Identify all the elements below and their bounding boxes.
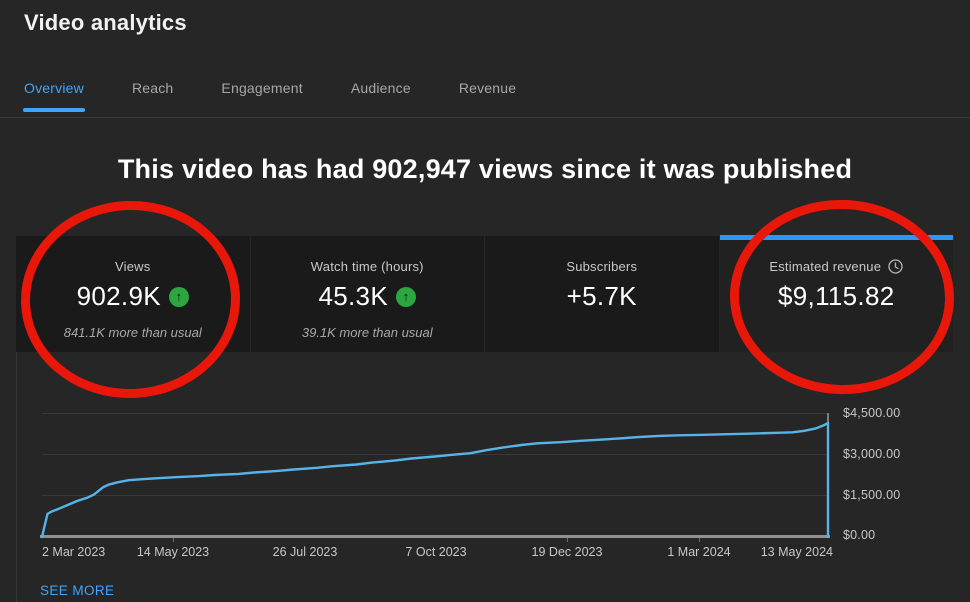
chart-end-cursor-line [827,413,829,537]
x-axis-tick [699,538,700,542]
y-axis-label: $0.00 [843,528,876,542]
x-axis-label: 7 Oct 2023 [405,545,467,559]
metric-value: +5.7K [566,281,637,311]
tabbar-divider [0,117,970,118]
metric-label: Views [115,259,151,274]
trend-up-icon: ↑ [395,286,416,307]
analytics-tabbar: Overview Reach Engagement Audience Reven… [23,80,517,117]
tab-audience[interactable]: Audience [350,80,411,96]
metric-label: Subscribers [566,259,638,274]
selected-card-indicator [719,235,953,240]
see-more-link[interactable]: SEE MORE [40,583,115,598]
panel-left-border [16,236,17,602]
tab-overview[interactable]: Overview [23,80,85,112]
metric-card-watch-time[interactable]: Watch time (hours) 45.3K ↑ 39.1K more th… [250,236,484,352]
tab-reach[interactable]: Reach [131,80,174,96]
metric-label: Watch time (hours) [310,259,424,274]
tab-engagement[interactable]: Engagement [221,80,303,96]
metric-card-subscribers[interactable]: Subscribers +5.7K [485,236,719,352]
metric-value: $9,115.82 [778,281,895,311]
metric-cards-row: Views 902.9K ↑ 841.1K more than usual Wa… [16,235,953,352]
x-axis-label: 2 Mar 2023 [42,545,106,559]
gridline-3000 [42,454,828,455]
x-axis-label: 19 Dec 2023 [531,545,603,559]
gridline-4500 [42,413,828,414]
metric-subtitle: 39.1K more than usual [301,325,433,340]
clock-icon [888,259,903,274]
x-axis-label: 14 May 2023 [136,545,210,559]
metric-subtitle: 841.1K more than usual [63,325,202,340]
metric-card-estimated-revenue[interactable]: Estimated revenue $9,115.82 [719,235,953,352]
gridline-1500 [42,495,828,496]
metric-label: Estimated revenue [769,259,882,274]
y-axis-label: $4,500.00 [843,406,901,420]
metric-value: 902.9K [76,281,161,311]
tab-revenue[interactable]: Revenue [458,80,517,96]
x-axis-tick [567,538,568,542]
x-axis-tick [173,538,174,542]
x-axis-label: 13 May 2024 [760,545,833,559]
views-headline: This video has had 902,947 views since i… [117,154,853,184]
metric-card-views[interactable]: Views 902.9K ↑ 841.1K more than usual [16,236,250,352]
trend-up-icon: ↑ [168,286,189,307]
y-axis-label: $3,000.00 [843,447,901,461]
x-axis-label: 1 Mar 2024 [667,545,731,559]
x-axis-label: 26 Jul 2023 [272,545,338,559]
metric-value: 45.3K [318,281,388,311]
x-axis-baseline [40,535,830,538]
page-title: Video analytics [24,10,187,35]
revenue-line-series [40,421,830,539]
y-axis-label: $1,500.00 [843,488,901,502]
